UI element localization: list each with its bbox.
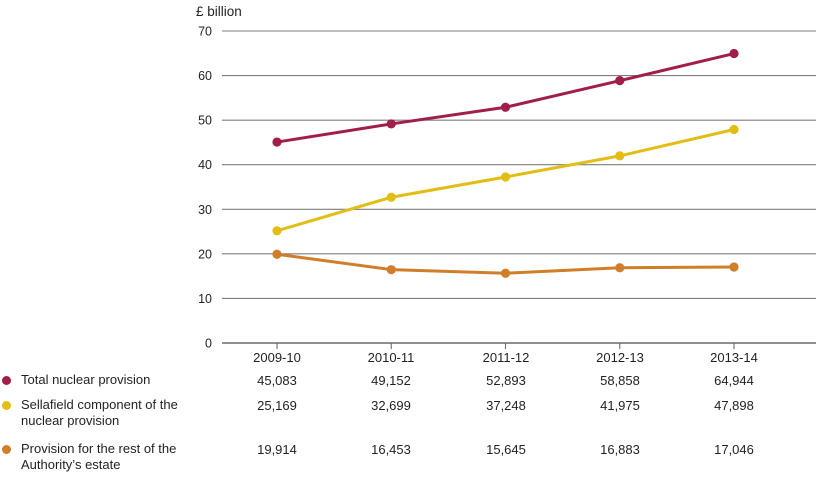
y-tick-label: 30 <box>198 203 212 217</box>
x-axis-label: 2010-11 <box>367 350 415 365</box>
line-chart: 0 10 20 30 40 50 60 70 <box>198 25 816 351</box>
legend-label-line: Total nuclear provision <box>21 372 151 387</box>
legend-label: Sellafield component of the nuclear prov… <box>21 397 213 429</box>
x-axis-label: 2013-14 <box>710 350 758 365</box>
table-value: 17,046 <box>714 442 754 457</box>
table-value: 58,858 <box>600 373 640 388</box>
y-tick-label: 20 <box>198 247 212 261</box>
table-value: 25,169 <box>257 398 297 413</box>
data-point <box>272 226 282 236</box>
y-tick-label: 70 <box>198 25 212 39</box>
x-axis-label: 2012-13 <box>596 350 644 365</box>
legend-label: Total nuclear provision <box>21 372 213 388</box>
legend-label-line: Authority’s estate <box>21 457 121 472</box>
y-tick-label: 10 <box>198 292 212 306</box>
data-point <box>386 119 396 129</box>
table-value: 16,883 <box>600 442 640 457</box>
table-value: 49,152 <box>371 373 411 388</box>
x-axis-label: 2009-10 <box>253 350 301 365</box>
y-tick-label: 40 <box>198 158 212 172</box>
legend-dot <box>2 445 11 454</box>
table-value: 15,645 <box>486 442 526 457</box>
data-point <box>729 124 739 135</box>
data-point <box>386 192 396 202</box>
legend-label: Provision for the rest of the Authority’… <box>21 441 213 473</box>
data-point <box>500 102 511 112</box>
legend-label-line: nuclear provision <box>21 413 120 428</box>
table-value: 52,893 <box>486 373 526 388</box>
legend-dot <box>2 376 11 385</box>
table-value: 47,898 <box>714 398 754 413</box>
series-line <box>275 52 736 144</box>
x-axis-label: 2011-12 <box>482 350 530 365</box>
legend-dot <box>2 401 11 410</box>
table-value: 64,944 <box>714 373 754 388</box>
y-axis-unit-label: £ billion <box>196 4 242 19</box>
y-tick-label: 50 <box>198 114 212 128</box>
data-point <box>272 137 282 147</box>
data-point <box>729 262 739 272</box>
table-value: 19,914 <box>257 442 297 457</box>
table-value: 16,453 <box>371 442 411 457</box>
table-value: 45,083 <box>257 373 297 388</box>
data-point <box>615 76 625 86</box>
data-point <box>500 172 511 182</box>
data-point <box>272 249 282 259</box>
y-tick-label: 60 <box>198 69 212 83</box>
data-point <box>729 48 739 59</box>
data-point <box>500 268 511 278</box>
table-value: 37,248 <box>486 398 526 413</box>
legend-label-line: Provision for the rest of the <box>21 441 177 456</box>
legend-label-line: Sellafield component of the <box>21 397 178 412</box>
table-value: 41,975 <box>600 398 640 413</box>
table-value: 32,699 <box>371 398 411 413</box>
data-point <box>386 265 396 275</box>
data-point <box>615 151 625 161</box>
data-point <box>615 263 625 273</box>
y-tick-label: 0 <box>205 337 212 351</box>
